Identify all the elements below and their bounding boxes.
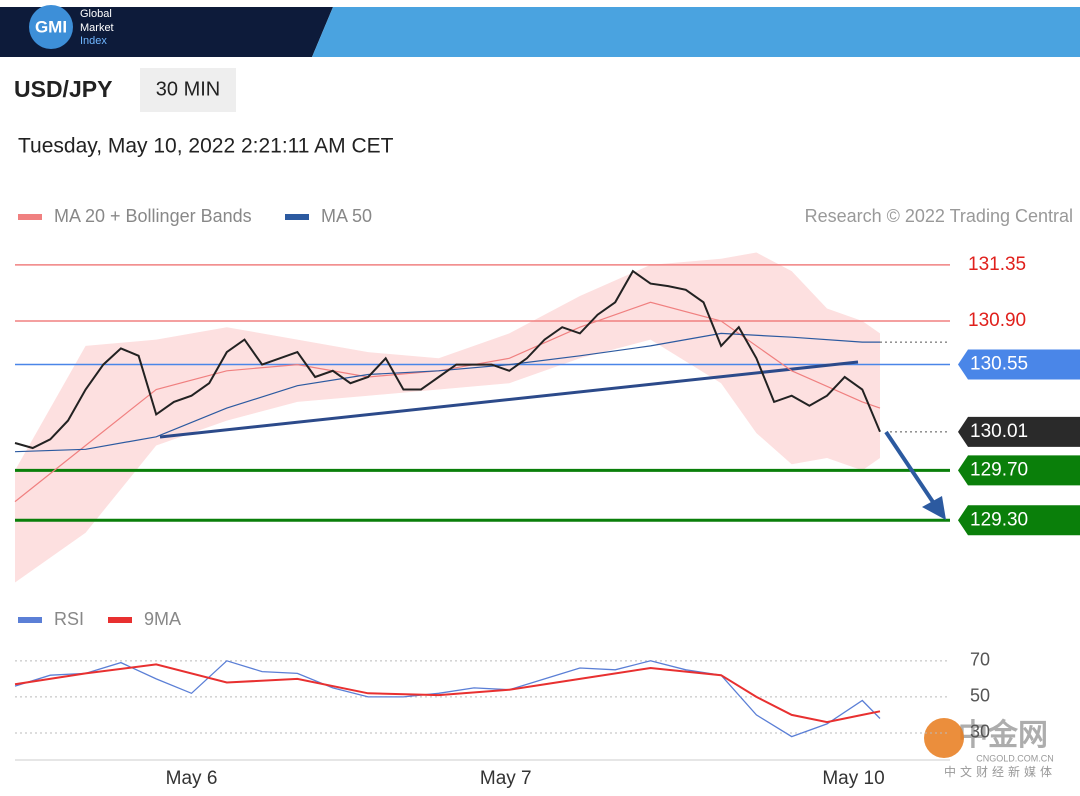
- level-tag: [958, 349, 1080, 380]
- legend-swatch: [18, 214, 42, 220]
- arrow-head: [922, 496, 946, 520]
- level-label: 130.55: [970, 354, 1028, 375]
- logo-text: GMI: [35, 17, 67, 36]
- level-label: 130.01: [970, 421, 1028, 442]
- legend-swatch: [108, 617, 132, 623]
- timeframe: 30 MIN: [156, 78, 220, 100]
- symbol: USD/JPY: [14, 76, 112, 102]
- watermark-site: CNGOLD.COM.CN: [976, 753, 1054, 763]
- x-tick-label: May 6: [166, 768, 218, 789]
- y-tick-label: 50: [970, 686, 990, 706]
- legend-swatch: [285, 214, 309, 220]
- y-tick-label: 70: [970, 650, 990, 670]
- level-label: 129.30: [970, 509, 1028, 530]
- logo: [29, 5, 73, 49]
- brand: Market: [80, 22, 114, 34]
- legend-label: 9MA: [144, 609, 181, 629]
- header-bar: [312, 7, 1080, 57]
- level-label: 129.70: [970, 459, 1028, 480]
- rsi-line: [14, 663, 881, 724]
- level-label: 130.90: [968, 310, 1026, 331]
- legend-label: MA 20 + Bollinger Bands: [54, 206, 252, 226]
- ma-line: [14, 332, 880, 453]
- rsi-line: [14, 660, 881, 738]
- legend-label: MA 50: [321, 206, 372, 226]
- timestamp: Tuesday, May 10, 2022 2:21:11 AM CET: [18, 135, 394, 158]
- brand: Index: [80, 35, 107, 47]
- price-line: [14, 269, 881, 450]
- level-label: 131.35: [968, 254, 1026, 275]
- legend-swatch: [18, 617, 42, 623]
- brand: Global: [80, 8, 112, 20]
- trend-line: [159, 360, 859, 439]
- timeframe-box: [140, 68, 236, 112]
- watermark-slogan: 中文财经新媒体: [944, 764, 1056, 779]
- bollinger-band: [15, 252, 880, 583]
- header-dark: [0, 7, 333, 57]
- arrow: [884, 430, 939, 510]
- credit: Research © 2022 Trading Central: [805, 206, 1073, 226]
- x-tick-label: May 7: [480, 768, 532, 789]
- legend-label: RSI: [54, 609, 84, 629]
- level-tag: [958, 455, 1080, 486]
- level-tag: [958, 505, 1080, 536]
- watermark-logo: [924, 718, 964, 758]
- watermark: 中金网: [958, 718, 1048, 752]
- x-tick-label: May 10: [822, 768, 884, 789]
- y-tick-label: 30: [970, 722, 990, 742]
- level-tag: [958, 416, 1080, 447]
